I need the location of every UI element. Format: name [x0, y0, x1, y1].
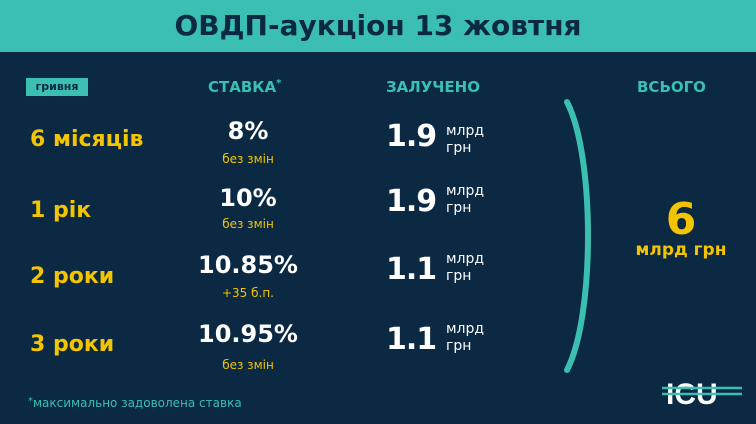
footnote-asterisk: *	[28, 396, 33, 407]
raised-unit-line2: грн	[446, 338, 472, 354]
total-header: ВСЬОГО	[637, 78, 706, 96]
total-unit: млрд грн	[635, 240, 727, 260]
rate-header-asterisk: *	[276, 78, 282, 89]
raised-unit: млрд грн	[446, 321, 506, 355]
term-3-years: 3 роки	[30, 332, 115, 357]
raised-header: ЗАЛУЧЕНО	[386, 78, 480, 96]
total-value: 6	[665, 194, 697, 245]
raised-unit: млрд грн	[446, 183, 506, 217]
raised-value: 1.1	[386, 252, 437, 287]
page-title: ОВДП-аукціон 13 жовтня	[174, 9, 582, 42]
term-6-months: 6 місяців	[30, 127, 144, 152]
raised-value: 1.9	[386, 119, 437, 154]
raised-unit-line1: млрд	[446, 183, 485, 199]
rate-change: +35 б.п.	[221, 286, 274, 300]
rate-header-label: СТАВКА	[208, 78, 277, 96]
raised-unit-line2: грн	[446, 200, 472, 216]
currency-badge: гривня	[26, 78, 88, 96]
raised-unit-line2: грн	[446, 140, 472, 156]
rate-value: 10%	[219, 184, 277, 212]
rate-change: без змін	[222, 358, 274, 372]
footnote: *максимально задоволена ставка	[28, 396, 242, 410]
rate-value: 10.85%	[198, 251, 298, 279]
rate-header: СТАВКА*	[208, 78, 281, 96]
rate-change: без змін	[222, 217, 274, 231]
rate-value: 10.95%	[198, 320, 298, 348]
raised-value: 1.9	[386, 184, 437, 219]
raised-unit: млрд грн	[446, 123, 506, 157]
title-banner	[0, 0, 756, 52]
rate-change: без змін	[222, 152, 274, 166]
raised-unit-line1: млрд	[446, 321, 485, 337]
rate-value: 8%	[227, 117, 269, 145]
raised-unit-line2: грн	[446, 268, 472, 284]
term-2-years: 2 роки	[30, 264, 115, 289]
raised-unit-line1: млрд	[446, 123, 485, 139]
closing-bracket	[564, 99, 591, 373]
raised-unit-line1: млрд	[446, 251, 485, 267]
term-1-year: 1 рік	[30, 198, 92, 223]
footnote-text: максимально задоволена ставка	[33, 396, 242, 410]
raised-value: 1.1	[386, 322, 437, 357]
raised-unit: млрд грн	[446, 251, 506, 285]
icu-logo: ICU	[662, 378, 742, 411]
